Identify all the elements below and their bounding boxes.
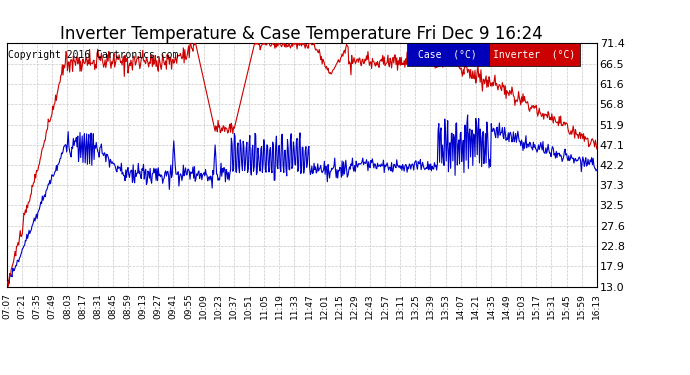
Title: Inverter Temperature & Case Temperature Fri Dec 9 16:24: Inverter Temperature & Case Temperature …	[61, 25, 543, 43]
Text: Case  (°C): Case (°C)	[418, 50, 477, 60]
Text: Copyright 2016 Cartronics.com: Copyright 2016 Cartronics.com	[8, 50, 179, 60]
Text: Inverter  (°C): Inverter (°C)	[493, 50, 575, 60]
